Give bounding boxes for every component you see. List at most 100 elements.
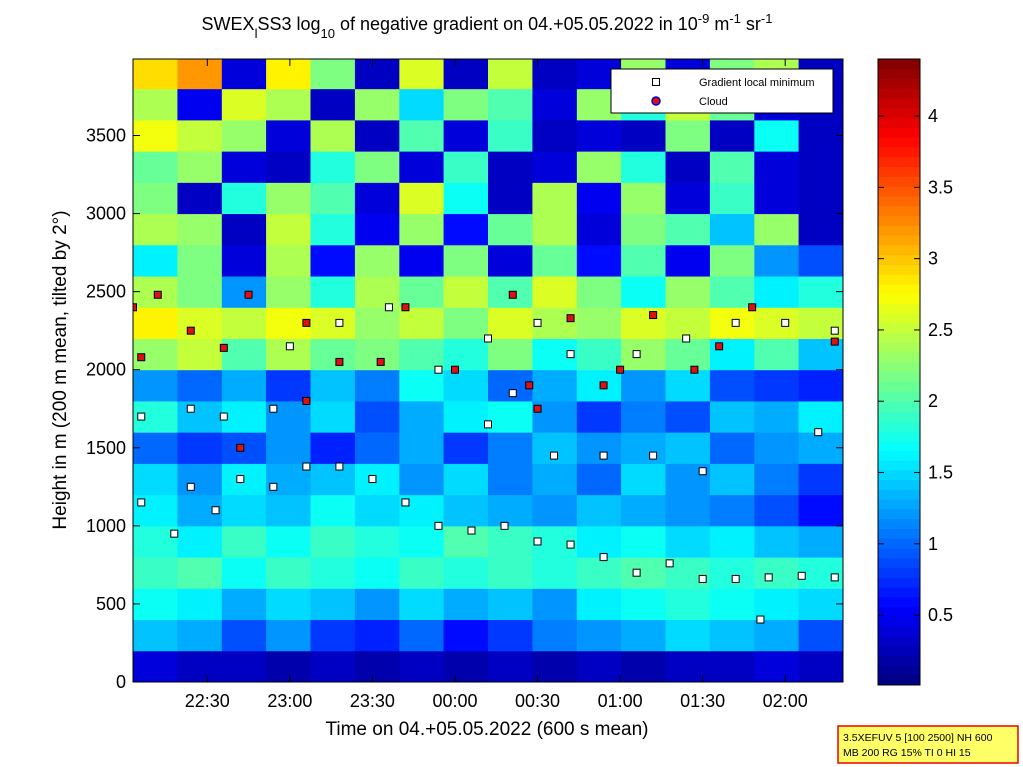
heat-cell: [488, 119, 533, 152]
heat-cell: [266, 88, 311, 121]
heat-cell: [709, 400, 755, 433]
heat-cell: [665, 400, 711, 433]
heat-cell: [133, 650, 178, 682]
point: [566, 540, 575, 549]
point: [731, 574, 740, 583]
colorbar-step: [878, 323, 920, 334]
colorbar-step: [878, 596, 920, 608]
point: [830, 337, 839, 346]
heat-cell: [798, 432, 843, 464]
heat-cell: [399, 151, 445, 183]
y-axis-label: Height in m (200 m mean, tilted by 2°): [50, 210, 71, 529]
heat-cell: [221, 619, 267, 652]
heat-cell: [399, 432, 445, 464]
heat-cell: [354, 276, 400, 308]
heat-cell: [621, 432, 666, 464]
colorbar-step: [878, 264, 920, 275]
heat-cell: [354, 494, 400, 527]
heat-cell: [798, 276, 843, 308]
title-part: m: [709, 14, 729, 34]
point: [616, 365, 625, 374]
heat-cell: [443, 588, 489, 621]
heat-cell: [266, 182, 311, 215]
point: [533, 318, 542, 327]
heat-cell: [709, 432, 755, 464]
colorbar-step: [878, 59, 920, 70]
heat-cell: [665, 307, 711, 339]
colorbar-step: [878, 420, 920, 432]
point: [219, 343, 228, 352]
heat-cell: [709, 276, 755, 308]
heat-cell: [576, 619, 622, 652]
colorbar-step: [878, 117, 920, 128]
heat-cell: [621, 338, 666, 371]
heat-cell: [621, 619, 666, 652]
heat-cell: [488, 588, 533, 621]
heat-cell: [532, 119, 578, 152]
heat-cell: [532, 588, 578, 621]
colorbar-step: [878, 78, 920, 89]
y-tick-label: 3500: [86, 126, 126, 146]
heat-cell: [488, 650, 533, 682]
colorbar-step: [878, 147, 920, 158]
heat-cell: [443, 525, 489, 558]
heat-cell: [310, 213, 356, 246]
heat-cell: [133, 119, 178, 152]
heat-cell: [621, 400, 666, 433]
heat-cell: [621, 494, 666, 527]
colorbar-step: [878, 675, 920, 686]
heat-cell: [354, 119, 400, 152]
colorbar-step: [878, 283, 920, 295]
heat-cell: [310, 650, 356, 682]
heat-cell: [221, 557, 267, 589]
heat-cell: [754, 588, 800, 621]
heat-cell: [177, 432, 223, 464]
point: [137, 412, 146, 421]
point: [285, 342, 294, 351]
heat-cell: [177, 307, 223, 339]
heat-cell: [754, 307, 800, 339]
heat-cell: [576, 182, 622, 215]
heat-cell: [354, 650, 400, 682]
title-part: sr: [741, 14, 761, 34]
heat-cell: [798, 244, 843, 277]
heat-cell: [133, 432, 178, 464]
heat-cell: [754, 557, 800, 589]
heat-cell: [133, 182, 178, 215]
y-tick-label: 1500: [86, 438, 126, 458]
heat-cell: [177, 588, 223, 621]
heat-cell: [177, 338, 223, 371]
title-part: SS3 log: [257, 14, 320, 34]
colorbar-step: [878, 401, 920, 412]
heat-cell: [354, 59, 400, 90]
heat-cell: [266, 494, 311, 527]
title-part: -9: [698, 11, 710, 26]
heat-cell: [399, 463, 445, 496]
heat-cell: [354, 463, 400, 496]
heat-cell: [399, 213, 445, 246]
heat-cell: [354, 557, 400, 589]
heat-cell: [133, 151, 178, 183]
y-tick-label: 0: [116, 672, 126, 692]
title-part: l: [255, 26, 258, 41]
heat-cell: [532, 494, 578, 527]
colorbar-step: [878, 460, 920, 471]
y-tick-label: 500: [96, 594, 126, 614]
heat-cell: [221, 307, 267, 339]
heat-cell: [177, 182, 223, 215]
heat-cell: [443, 557, 489, 589]
point: [467, 526, 476, 535]
heat-cell: [399, 525, 445, 558]
colorbar-tick-label: 3.5: [928, 177, 953, 197]
heat-cell: [177, 151, 223, 183]
heat-cell: [399, 119, 445, 152]
heat-cell: [443, 369, 489, 402]
heat-cell: [798, 400, 843, 433]
heat-cell: [443, 244, 489, 277]
heat-cell: [354, 88, 400, 121]
heat-cell: [665, 119, 711, 152]
heat-cell: [310, 307, 356, 339]
heat-cell: [488, 151, 533, 183]
heat-cell: [266, 276, 311, 308]
heat-cell: [310, 59, 356, 90]
